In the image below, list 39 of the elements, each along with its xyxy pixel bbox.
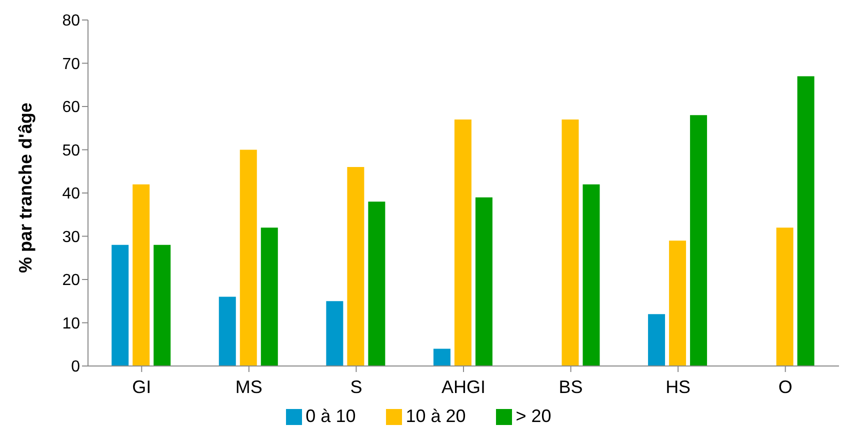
y-tick-label: 50 bbox=[62, 142, 80, 160]
bar bbox=[582, 184, 600, 366]
y-tick-label: 60 bbox=[62, 99, 80, 116]
bar bbox=[776, 228, 794, 366]
x-tick-label: HS bbox=[666, 376, 691, 397]
x-tick-label: S bbox=[350, 376, 362, 397]
y-tick-label: 30 bbox=[62, 228, 80, 246]
legend-label: 10 à 20 bbox=[406, 406, 466, 426]
bar bbox=[797, 76, 814, 366]
bar bbox=[132, 184, 150, 366]
bar bbox=[562, 119, 579, 366]
bar bbox=[326, 301, 344, 366]
y-tick-label: 80 bbox=[62, 12, 80, 30]
bar bbox=[475, 197, 492, 366]
bar bbox=[218, 296, 236, 366]
bar bbox=[648, 314, 666, 366]
legend-label: > 20 bbox=[516, 406, 552, 426]
bar bbox=[112, 244, 129, 366]
x-tick-label: AHGI bbox=[441, 376, 486, 397]
y-tick-label: 20 bbox=[62, 272, 80, 290]
y-tick-label: 70 bbox=[62, 56, 80, 73]
x-tick-label: O bbox=[778, 376, 792, 397]
legend-label: 0 à 10 bbox=[306, 406, 356, 426]
bar bbox=[454, 119, 472, 366]
bar bbox=[154, 244, 171, 366]
bar bbox=[240, 150, 257, 366]
bar bbox=[669, 240, 686, 366]
x-tick-label: MS bbox=[235, 376, 262, 397]
y-tick-label: 40 bbox=[62, 186, 80, 203]
y-tick-label: 0 bbox=[71, 358, 80, 376]
bar bbox=[433, 348, 450, 366]
x-tick-label: GI bbox=[132, 376, 152, 397]
y-axis-title: % par tranche d'âge bbox=[15, 102, 36, 273]
y-tick-label: 10 bbox=[62, 315, 80, 332]
x-tick-label: BS bbox=[558, 376, 583, 397]
bar bbox=[690, 115, 708, 366]
bar bbox=[347, 167, 364, 366]
bar bbox=[260, 228, 278, 366]
bar bbox=[368, 202, 386, 366]
